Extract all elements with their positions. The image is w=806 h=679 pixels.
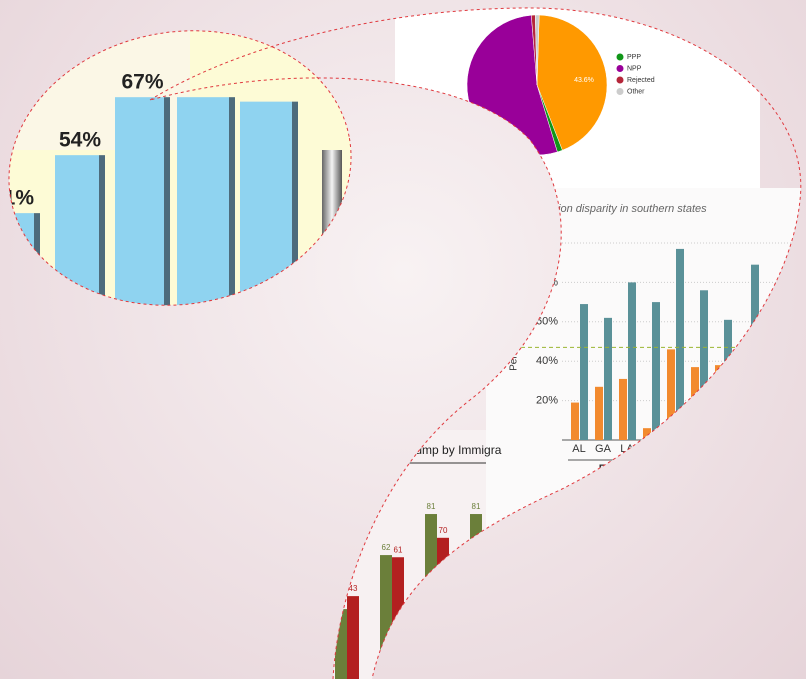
bar bbox=[667, 349, 675, 440]
bar-label: 41% bbox=[0, 187, 34, 210]
panel-bg bbox=[290, 360, 362, 430]
bar bbox=[724, 319, 732, 440]
bar bbox=[580, 304, 588, 440]
group-label: (Marc bbox=[629, 476, 658, 488]
bar-edge bbox=[292, 101, 298, 332]
bar bbox=[482, 537, 494, 679]
bar bbox=[715, 365, 723, 440]
chart-title: g for Romney and Trump by Immigra bbox=[306, 443, 502, 457]
bar bbox=[595, 386, 603, 440]
bar bbox=[115, 97, 164, 332]
bar bbox=[742, 339, 750, 440]
bar bbox=[437, 537, 449, 679]
ellipse-panel: 41% 54% 67% bbox=[0, 4, 370, 332]
bar-label: 61 bbox=[394, 545, 403, 554]
bar bbox=[628, 282, 636, 440]
bar-label: % bbox=[325, 384, 344, 407]
bar bbox=[775, 282, 783, 440]
bar bbox=[766, 337, 774, 440]
x-tick-label: SC bbox=[691, 443, 706, 455]
question-outline bbox=[149, 7, 802, 679]
bar bbox=[790, 325, 798, 440]
y-tick-label: 40% bbox=[536, 355, 558, 367]
subtitle: egistration disparity in southern states bbox=[522, 203, 707, 215]
legend-dot bbox=[616, 76, 624, 84]
legend-dot bbox=[616, 65, 624, 72]
question-panel: % 43.6% PPP NPP Rejected Other egistration dis… bbox=[280, 8, 801, 679]
cylinder bbox=[322, 150, 342, 320]
bar-label: 54% bbox=[59, 129, 101, 152]
group-label: Registration befo bbox=[599, 463, 690, 475]
pie-label: 43.6% bbox=[574, 77, 594, 84]
bar bbox=[751, 264, 759, 440]
x-tick-label: MS bbox=[643, 443, 660, 455]
bar bbox=[799, 256, 801, 440]
bar-edge bbox=[34, 213, 40, 332]
bar bbox=[700, 290, 708, 440]
ellipse-outline bbox=[8, 30, 352, 306]
x-tick-label: AL bbox=[572, 443, 585, 455]
bar-edge bbox=[229, 97, 235, 332]
bar bbox=[470, 514, 482, 679]
bar bbox=[55, 155, 99, 332]
bar bbox=[619, 378, 627, 440]
bar-edge bbox=[99, 155, 105, 332]
bar bbox=[643, 428, 651, 440]
bar bbox=[571, 402, 579, 440]
legend-label: PPP bbox=[627, 54, 641, 61]
bar-edge bbox=[164, 97, 170, 332]
bar bbox=[392, 557, 404, 679]
y-tick-label: 60% bbox=[536, 316, 558, 328]
bar-label: 62 bbox=[382, 543, 391, 552]
bar-label: 70 bbox=[439, 526, 448, 535]
bar bbox=[676, 248, 684, 440]
bar-label: 67% bbox=[121, 71, 163, 94]
y-tick-label: 20% bbox=[536, 395, 558, 407]
legend-label: NPP bbox=[627, 65, 642, 72]
bar bbox=[652, 302, 660, 440]
legend-dot bbox=[616, 53, 624, 61]
bar bbox=[380, 555, 392, 679]
x-tick-label: NC bbox=[667, 443, 683, 455]
x-tick-label: GA bbox=[595, 443, 612, 455]
y-axis-label: Percent registered bbox=[509, 289, 520, 371]
legend-dot bbox=[616, 88, 624, 95]
x-tick-label: LA bbox=[620, 443, 634, 455]
bar-label: 81 bbox=[427, 502, 436, 511]
chart-bg bbox=[486, 188, 801, 528]
source: SOURCE: “M bbox=[514, 519, 562, 528]
legend-label: Other bbox=[627, 88, 645, 95]
bar bbox=[604, 317, 612, 440]
bar-label: 81 bbox=[472, 502, 481, 511]
bar bbox=[425, 514, 437, 679]
pie-slice bbox=[536, 14, 608, 151]
bar bbox=[10, 213, 34, 332]
bar bbox=[177, 97, 229, 332]
bar-label: 37 bbox=[337, 597, 346, 606]
bar bbox=[691, 367, 699, 440]
pie-slice bbox=[534, 14, 540, 86]
legend-label: Rejected bbox=[627, 77, 655, 84]
bar bbox=[347, 596, 359, 679]
bar-label: 43 bbox=[349, 584, 358, 593]
bar bbox=[240, 101, 292, 332]
y-tick-label: 100% bbox=[530, 237, 558, 249]
